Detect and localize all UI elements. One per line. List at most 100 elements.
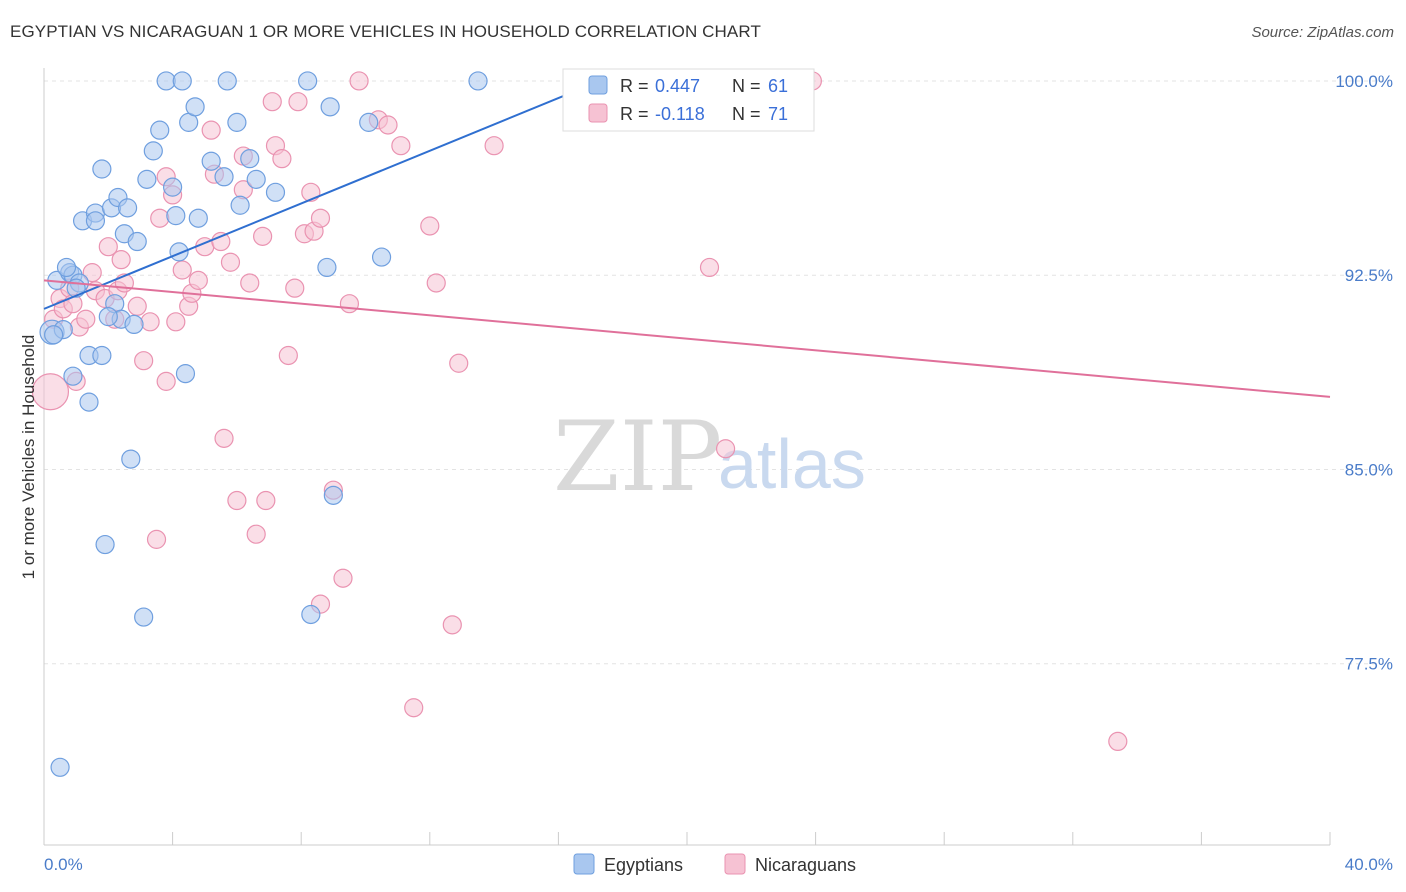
egyptians-point bbox=[468, 71, 488, 91]
y-tick-label: 85.0% bbox=[1345, 460, 1393, 479]
nicaraguans-point bbox=[227, 490, 247, 511]
nicaraguans-point bbox=[140, 312, 160, 332]
nicaraguans-point bbox=[426, 273, 446, 293]
nicaraguans-point bbox=[272, 149, 292, 169]
egyptians-point bbox=[185, 97, 205, 117]
egyptians-point bbox=[134, 607, 154, 627]
nicaraguans-point bbox=[150, 208, 170, 228]
egyptians-point bbox=[227, 112, 247, 132]
y-tick-label: 92.5% bbox=[1345, 266, 1393, 285]
nicaraguans-point bbox=[253, 226, 273, 246]
x-tick-label: 40.0% bbox=[1345, 855, 1393, 874]
legend-n-value: 71 bbox=[768, 104, 788, 124]
egyptians-point bbox=[95, 534, 115, 555]
nicaraguans-trend-line bbox=[43, 279, 1331, 398]
egyptians-point bbox=[63, 366, 83, 386]
legend-pink-swatch bbox=[588, 103, 608, 123]
egyptians-point bbox=[217, 71, 237, 91]
nicaraguans-point bbox=[220, 252, 241, 272]
nicaraguans-point bbox=[339, 294, 360, 314]
egyptians-point bbox=[92, 345, 112, 366]
x-tick-label: 0.0% bbox=[44, 855, 83, 874]
nicaraguans-point bbox=[288, 92, 308, 112]
egyptians-point bbox=[301, 604, 321, 625]
legend-blue-swatch bbox=[588, 75, 608, 95]
nicaraguans-point bbox=[442, 615, 462, 635]
nicaraguans-point bbox=[420, 216, 440, 236]
legend-n-label: N = bbox=[732, 76, 761, 96]
nicaraguans-point bbox=[246, 524, 266, 544]
egyptians-point bbox=[246, 169, 266, 189]
nicaraguans-point bbox=[146, 529, 167, 549]
egyptians-point bbox=[172, 71, 192, 91]
y-tick-labels: 77.5% 85.0% 92.5% 100.0% bbox=[1335, 72, 1393, 674]
egyptians-point bbox=[323, 485, 343, 505]
egyptians-point bbox=[50, 757, 70, 777]
watermark-atlas: atlas bbox=[718, 425, 866, 503]
egyptians-point bbox=[127, 231, 147, 252]
egyptians-point bbox=[44, 325, 64, 345]
nicaraguans-legend-label: Nicaraguans bbox=[755, 855, 856, 875]
trend-lines bbox=[43, 80, 1331, 398]
nicaraguans-point bbox=[240, 273, 260, 293]
legend-n-label: N = bbox=[732, 104, 761, 124]
watermark-zip: ZIP bbox=[553, 401, 722, 513]
egyptians-trend-line bbox=[43, 80, 601, 310]
nicaraguans-point bbox=[278, 345, 298, 366]
egyptians-legend-label: Egyptians bbox=[604, 855, 683, 875]
watermark: ZIP atlas bbox=[553, 401, 866, 513]
correlation-legend: R = 0.447 N = 61 R = -0.118 N = 71 bbox=[562, 68, 815, 132]
egyptians-point bbox=[240, 149, 260, 169]
nicaraguans-point bbox=[391, 136, 411, 156]
nicaraguans-point bbox=[449, 353, 469, 373]
legend-r-value: -0.118 bbox=[655, 104, 705, 124]
egyptians-point bbox=[359, 112, 379, 132]
nicaraguans-point bbox=[378, 115, 398, 135]
egyptians-point bbox=[298, 71, 318, 91]
egyptians-point bbox=[124, 314, 144, 335]
nicaraguans-point bbox=[188, 270, 208, 290]
nicaraguans-point bbox=[31, 373, 70, 411]
nicaraguans-point bbox=[111, 250, 131, 270]
egyptians-point bbox=[175, 364, 196, 384]
egyptians-point bbox=[156, 71, 176, 91]
nicaraguans-point bbox=[211, 231, 231, 252]
legend-r-label: R = bbox=[620, 104, 649, 124]
egyptians-point bbox=[56, 257, 77, 278]
nicaraguans-point bbox=[172, 260, 192, 280]
egyptians-point bbox=[98, 307, 118, 327]
nicaraguans-point bbox=[310, 208, 331, 228]
nicaraguans-point bbox=[127, 296, 147, 316]
nicaraguans-point bbox=[333, 568, 353, 588]
egyptians-point bbox=[92, 159, 112, 179]
egyptians-point bbox=[137, 169, 157, 189]
y-tick-label: 77.5% bbox=[1345, 655, 1393, 674]
nicaraguans-point bbox=[404, 698, 424, 718]
legend-r-label: R = bbox=[620, 76, 649, 96]
y-axis-label: 1 or more Vehicles in Household bbox=[19, 335, 38, 580]
egyptians-points bbox=[39, 71, 642, 777]
egyptians-point bbox=[188, 208, 208, 228]
grid-lines bbox=[43, 80, 1390, 845]
legend-n-value: 61 bbox=[768, 76, 788, 96]
egyptians-point bbox=[85, 211, 106, 231]
egyptians-point bbox=[79, 392, 99, 412]
egyptians-point bbox=[143, 141, 163, 161]
nicaraguans-point bbox=[715, 439, 736, 459]
nicaraguans-point bbox=[349, 71, 369, 91]
egyptians-swatch bbox=[573, 853, 595, 875]
chart-title: EGYPTIAN VS NICARAGUAN 1 OR MORE VEHICLE… bbox=[10, 22, 761, 41]
nicaraguans-point bbox=[1108, 731, 1128, 752]
egyptians-point bbox=[150, 120, 170, 140]
nicaraguans-point bbox=[166, 312, 186, 332]
series-legend: Egyptians Nicaraguans bbox=[573, 853, 856, 875]
egyptians-point bbox=[317, 257, 337, 278]
x-tick-labels: 0.0% 40.0% bbox=[44, 855, 1393, 874]
nicaraguans-point bbox=[484, 136, 504, 156]
legend-r-value: 0.447 bbox=[655, 76, 700, 96]
nicaraguans-point bbox=[201, 120, 221, 140]
nicaraguans-point bbox=[699, 257, 720, 278]
nicaraguans-point bbox=[262, 92, 282, 112]
source-label: Source: ZipAtlas.com bbox=[1251, 24, 1394, 41]
